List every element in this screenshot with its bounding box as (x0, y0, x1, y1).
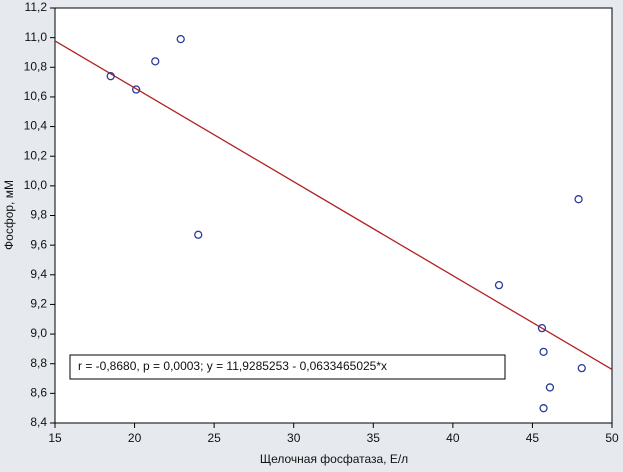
point (545, 383, 555, 392)
y-tick-label: 10,2 (24, 148, 48, 162)
y-tick-label: 10,0 (24, 178, 48, 192)
point (176, 34, 185, 44)
x-tick-label: 45 (526, 431, 540, 445)
point (577, 364, 586, 373)
point (106, 72, 115, 81)
point (494, 281, 504, 290)
annotation: r = -0,8680, p = 0,0003; y = 11,9285253 … (78, 359, 387, 373)
annotation-box (69, 354, 506, 380)
point (194, 230, 203, 239)
y-tick-label: 11,2 (25, 0, 48, 14)
x-tick-label: 25 (207, 431, 221, 445)
y-tick-label: 11,0 (25, 30, 48, 44)
x-tick-label: 35 (367, 431, 381, 445)
regression-line (54, 40, 613, 371)
point (151, 57, 160, 66)
point (539, 347, 548, 357)
point (539, 404, 548, 413)
x-tick-label: 30 (287, 431, 301, 445)
y-tick-label: 8,8 (30, 356, 47, 370)
y-tick-label: 9,4 (30, 267, 47, 281)
y-tick-label: 9,0 (30, 326, 47, 340)
point (574, 195, 583, 204)
point (537, 323, 547, 333)
plot-area (54, 7, 613, 424)
y-tick-label: 8,4 (30, 415, 47, 429)
y-tick-label: 9,2 (30, 297, 47, 311)
y-tick-label: 10,6 (24, 89, 48, 103)
point (132, 85, 141, 94)
x-tick-label: 40 (446, 431, 460, 445)
x-tick-label: 20 (128, 431, 142, 445)
y-tick-label: 10,8 (24, 59, 48, 73)
y-tick-label: 9,6 (30, 237, 47, 251)
x-tick-label: 15 (48, 431, 62, 445)
y-tick-label: 9,8 (30, 208, 47, 222)
y-axis-label: Фосфор, мМ (2, 180, 16, 250)
x-axis-label: Щелочная фосфатаза, Е/л (260, 452, 408, 466)
y-tick-label: 8,6 (30, 386, 47, 400)
y-tick-label: 10,4 (24, 119, 48, 133)
x-tick-label: 50 (605, 431, 619, 445)
